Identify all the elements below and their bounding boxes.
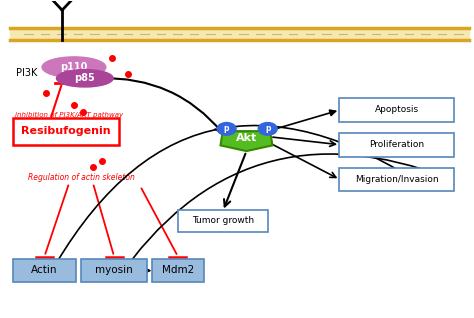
Ellipse shape (42, 57, 106, 78)
FancyBboxPatch shape (338, 168, 455, 191)
FancyBboxPatch shape (338, 98, 455, 122)
Text: p: p (265, 124, 271, 133)
FancyBboxPatch shape (12, 118, 119, 145)
Text: Mdm2: Mdm2 (162, 266, 194, 275)
Text: Proliferation: Proliferation (369, 140, 424, 149)
Text: p110: p110 (60, 62, 88, 72)
Text: Resibufogenin: Resibufogenin (21, 126, 111, 136)
Text: PI3K: PI3K (16, 68, 37, 78)
FancyBboxPatch shape (12, 259, 76, 282)
Text: Tumor growth: Tumor growth (192, 216, 254, 225)
Text: myosin: myosin (95, 266, 133, 275)
FancyBboxPatch shape (178, 210, 268, 232)
Text: inhibition of PI3K/AKT pathway: inhibition of PI3K/AKT pathway (15, 112, 123, 118)
Circle shape (258, 122, 277, 135)
Text: Apoptosis: Apoptosis (374, 106, 419, 114)
Ellipse shape (56, 70, 113, 87)
FancyBboxPatch shape (152, 259, 204, 282)
Circle shape (217, 122, 236, 135)
Text: Akt: Akt (236, 134, 257, 143)
FancyBboxPatch shape (338, 133, 455, 157)
Text: Actin: Actin (31, 266, 58, 275)
Polygon shape (220, 131, 273, 151)
FancyBboxPatch shape (81, 259, 147, 282)
Text: Migration/Invasion: Migration/Invasion (355, 175, 438, 184)
Text: p85: p85 (74, 73, 95, 83)
Text: Regulation of actin skeleton: Regulation of actin skeleton (27, 174, 135, 183)
Text: p: p (224, 124, 229, 133)
